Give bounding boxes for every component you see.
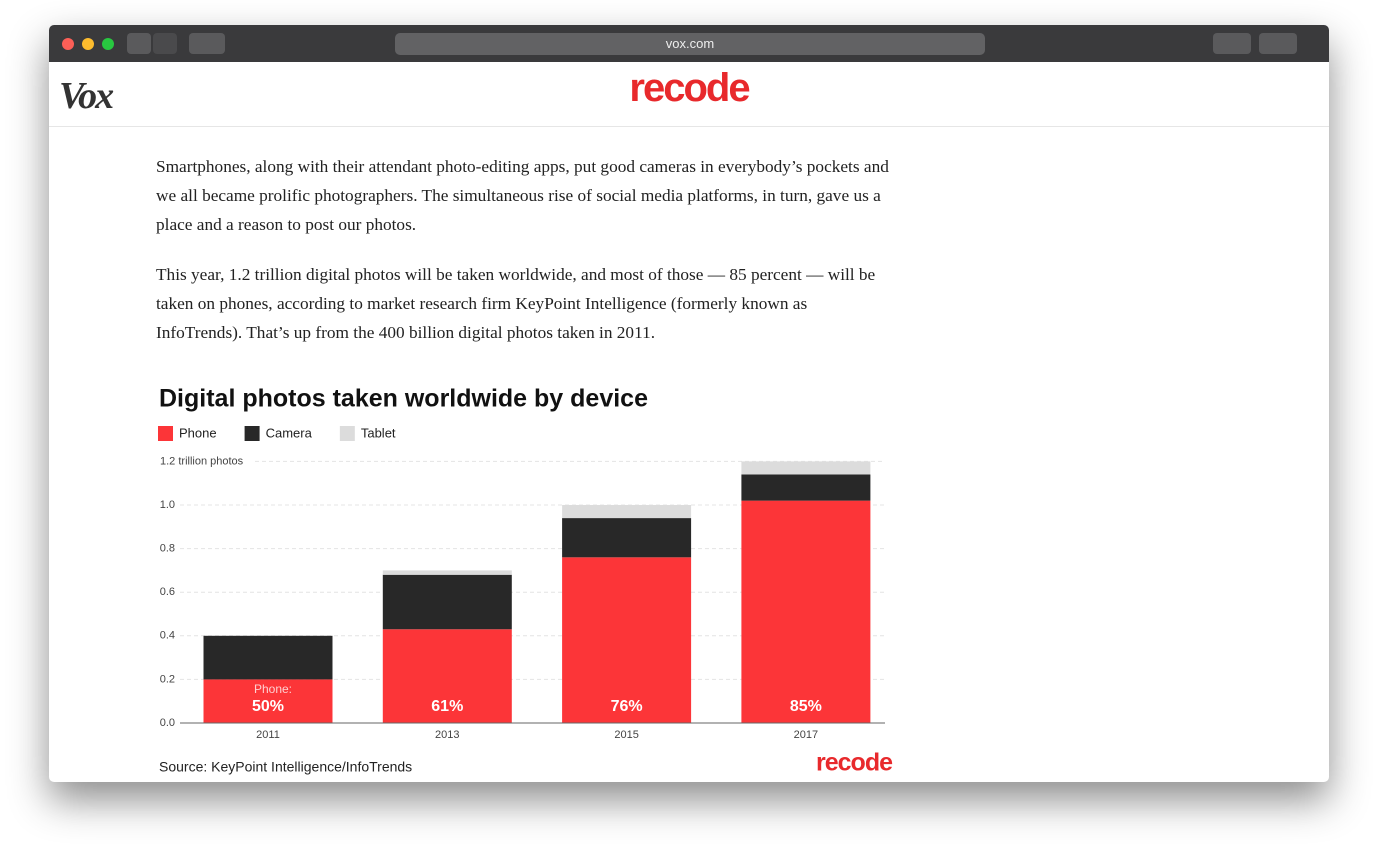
bar-segment <box>203 679 333 723</box>
legend-swatch <box>339 426 355 441</box>
x-tick-label: 2015 <box>614 729 638 741</box>
vox-logo[interactable]: Vox <box>59 75 114 117</box>
chart-title: Digital photos taken worldwide by device <box>159 385 648 413</box>
share-label: 76% <box>611 698 643 715</box>
share-label: 61% <box>431 698 463 715</box>
bar-segment <box>382 570 512 575</box>
recode-logo[interactable]: recode <box>629 66 750 110</box>
site-header: Vox recode <box>49 62 1329 127</box>
y-tick-label: 0.8 <box>160 543 175 555</box>
close-button[interactable] <box>62 38 74 50</box>
bar-segment <box>382 574 512 630</box>
legend-label: Tablet <box>361 425 396 440</box>
legend-swatch <box>244 426 260 441</box>
address-bar[interactable]: vox.com <box>395 33 985 55</box>
bar-segment <box>562 557 692 723</box>
legend-label: Phone <box>179 425 217 440</box>
chart-logo: recode <box>816 749 893 777</box>
back-button[interactable] <box>127 33 151 54</box>
toolbar: vox.com <box>49 25 1329 62</box>
sidebar-button[interactable] <box>189 33 225 54</box>
share-label: 50% <box>252 698 284 715</box>
bar-segment <box>382 629 512 723</box>
y-tick-label: 0.4 <box>160 630 175 642</box>
tabs-button[interactable] <box>1259 33 1297 54</box>
bar-segment <box>562 505 692 519</box>
share-label: 85% <box>790 698 822 715</box>
x-tick-label: 2013 <box>435 729 459 741</box>
chart: Digital photos taken worldwide by device… <box>158 385 894 777</box>
legend-label: Camera <box>266 425 313 440</box>
bar-segment <box>741 474 871 501</box>
zoom-button[interactable] <box>102 38 114 50</box>
minimize-button[interactable] <box>82 38 94 50</box>
y-tick-label: 1.2 trillion photos <box>160 455 244 467</box>
bar-segment <box>203 635 333 680</box>
forward-button[interactable] <box>153 33 177 54</box>
share-button[interactable] <box>1213 33 1251 54</box>
bar-segment <box>741 461 871 475</box>
y-tick-label: 1.0 <box>160 499 175 511</box>
y-tick-label: 0.6 <box>160 586 175 598</box>
bar-segment <box>562 518 692 558</box>
x-tick-label: 2011 <box>256 729 280 741</box>
x-tick-label: 2017 <box>794 729 818 741</box>
legend-swatch <box>158 426 173 441</box>
bar-segment <box>741 500 871 723</box>
paragraph: Smartphones, along with their attendant … <box>156 157 889 234</box>
annotation: Phone: <box>254 682 292 696</box>
y-tick-label: 0.2 <box>160 673 175 685</box>
paragraph: This year, 1.2 trillion digital photos w… <box>156 265 876 342</box>
y-tick-label: 0.0 <box>160 717 175 729</box>
chart-source: Source: KeyPoint Intelligence/InfoTrends <box>159 759 412 775</box>
